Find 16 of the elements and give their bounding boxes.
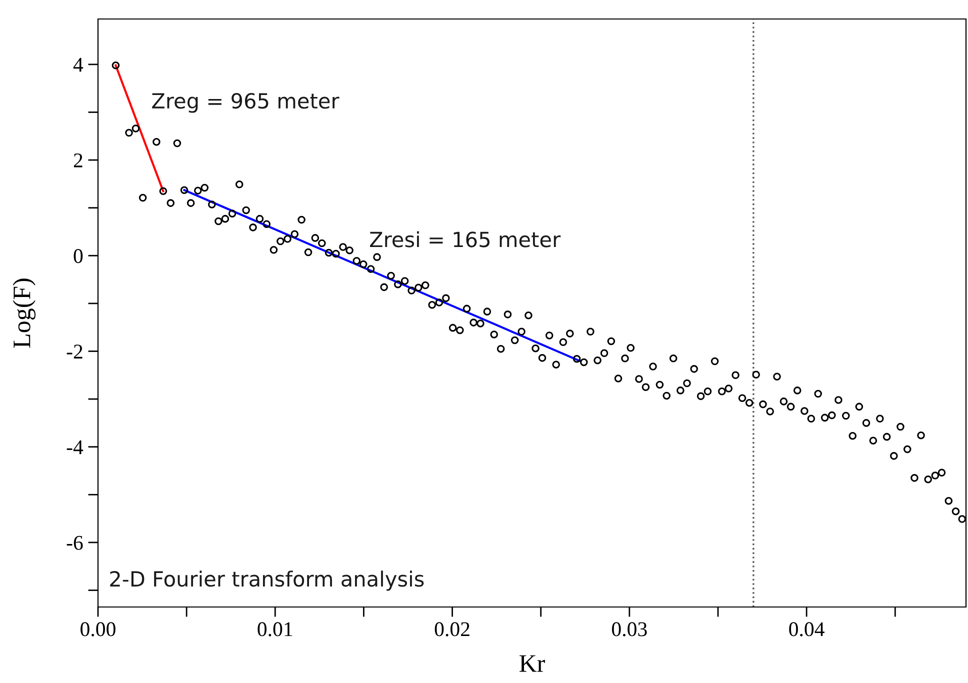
y-tick-label: -6 (66, 536, 83, 550)
x-tick-label: 0.04 (789, 622, 824, 636)
x-tick-label: 0.03 (612, 622, 647, 636)
x-axis-title: Kr (520, 655, 545, 672)
x-tick-label: 0.01 (258, 622, 292, 636)
y-tick-label: 4 (73, 58, 84, 72)
y-axis-title: Log(F) (12, 278, 36, 348)
y-tick-label: 0 (74, 249, 83, 264)
x-tick-label: 0.00 (80, 622, 116, 636)
x-tick-label: 0.02 (434, 622, 470, 636)
annotation: 2-D Fourier transform analysis (110, 570, 424, 591)
annotation: Zreg = 965 meter (152, 92, 340, 113)
y-tick-label: -4 (66, 440, 84, 454)
y-tick-label: 2 (74, 153, 82, 168)
y-tick-label: -2 (66, 344, 82, 358)
annotation: Zresi = 165 meter (370, 231, 561, 248)
